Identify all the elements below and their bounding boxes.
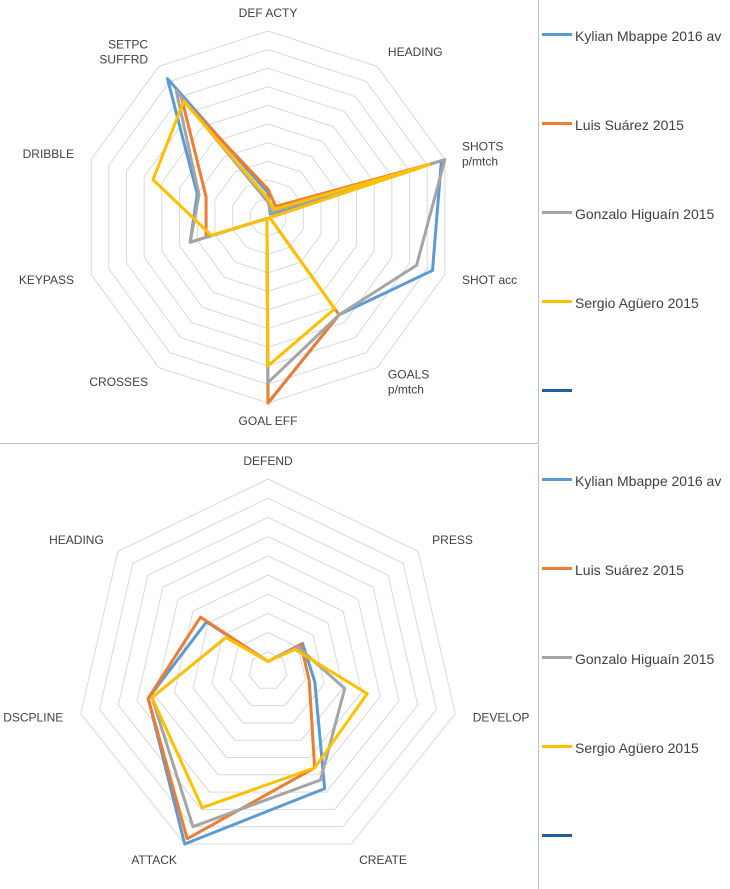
axis-label-goal-eff: GOAL EFF bbox=[239, 414, 298, 428]
radar-plot-area-bottom: DEFEND PRESS DEVELOP CREATE ATTACK DSCPLINE HE… bbox=[3, 454, 530, 867]
legend-swatch bbox=[542, 300, 572, 303]
axis-label-setpc-suffrd: SETPC SUFFRD bbox=[99, 37, 148, 66]
legend-bottom: Kylian Mbappe 2016 av Luis Suárez 2015 G… bbox=[540, 445, 730, 889]
axis-label-heading: HEADING bbox=[49, 533, 104, 547]
axis-label-shots-p-mtch: SHOTS p/mtch bbox=[462, 139, 503, 168]
legend-label: Luis Suárez 2015 bbox=[575, 117, 684, 133]
legend-swatch bbox=[542, 389, 572, 392]
legend-label: Sergio Agüero 2015 bbox=[575, 740, 699, 756]
axis-label-dribble: DRIBBLE bbox=[23, 147, 74, 161]
radar-chart-top: DEF ACTY HEADING SHOTS p/mtch SHOT acc GOALS p… bbox=[0, 0, 539, 444]
legend-swatch bbox=[542, 211, 572, 214]
series-line-sergio-ag-ero-2015 bbox=[150, 635, 369, 810]
legend-swatch bbox=[542, 567, 572, 570]
axis-label-crosses: CROSSES bbox=[89, 375, 148, 389]
axis-label-goals-p-mtch: GOALS p/mtch bbox=[388, 368, 429, 397]
legend-label: Kylian Mbappe 2016 av bbox=[575, 473, 722, 489]
legend-swatch bbox=[542, 834, 572, 837]
grid-ring bbox=[98, 497, 438, 828]
legend-label: Sergio Agüero 2015 bbox=[575, 295, 699, 311]
axis-label-dscpline: DSCPLINE bbox=[3, 711, 63, 725]
grid-ring bbox=[136, 536, 400, 793]
axis-label-attack: ATTACK bbox=[131, 853, 177, 867]
axis-label-def-acty: DEF ACTY bbox=[239, 6, 298, 20]
legend-label: Luis Suárez 2015 bbox=[575, 562, 684, 578]
axis-label-shot-acc: SHOT acc bbox=[462, 273, 517, 287]
axis-label-defend: DEFEND bbox=[243, 454, 293, 468]
axis-label-keypass: KEYPASS bbox=[19, 273, 74, 287]
grid-ring bbox=[173, 574, 363, 758]
legend-label: Gonzalo Higuaín 2015 bbox=[575, 206, 715, 222]
axis-label-develop: DEVELOP bbox=[473, 711, 530, 725]
grid-ring bbox=[192, 593, 344, 741]
legend-swatch bbox=[542, 656, 572, 659]
legend-label: Kylian Mbappe 2016 av bbox=[575, 28, 722, 44]
series-line-kylian-mbappe-2016-av bbox=[146, 620, 327, 846]
legend-swatch bbox=[542, 33, 572, 36]
axis-label-heading: HEADING bbox=[388, 45, 443, 59]
legend-swatch bbox=[542, 478, 572, 481]
axis-label-create: CREATE bbox=[359, 853, 407, 867]
radar-chart-bottom: DEFEND PRESS DEVELOP CREATE ATTACK DSCPLINE HE… bbox=[0, 445, 539, 889]
grid-ring bbox=[80, 478, 456, 845]
legend-top: Kylian Mbappe 2016 av Luis Suárez 2015 G… bbox=[540, 0, 730, 444]
legend-swatch bbox=[542, 122, 572, 125]
legend-label: Gonzalo Higuaín 2015 bbox=[575, 651, 715, 667]
legend-swatch bbox=[542, 745, 572, 748]
radar-plot-area-top: DEF ACTY HEADING SHOTS p/mtch SHOT acc GOALS p… bbox=[19, 6, 517, 428]
grid-ring bbox=[155, 555, 381, 776]
axis-label-press: PRESS bbox=[432, 533, 473, 547]
series-line-sergio-ag-ero-2015 bbox=[151, 99, 431, 368]
grid-ring bbox=[248, 651, 288, 689]
grid-ring bbox=[117, 516, 419, 810]
